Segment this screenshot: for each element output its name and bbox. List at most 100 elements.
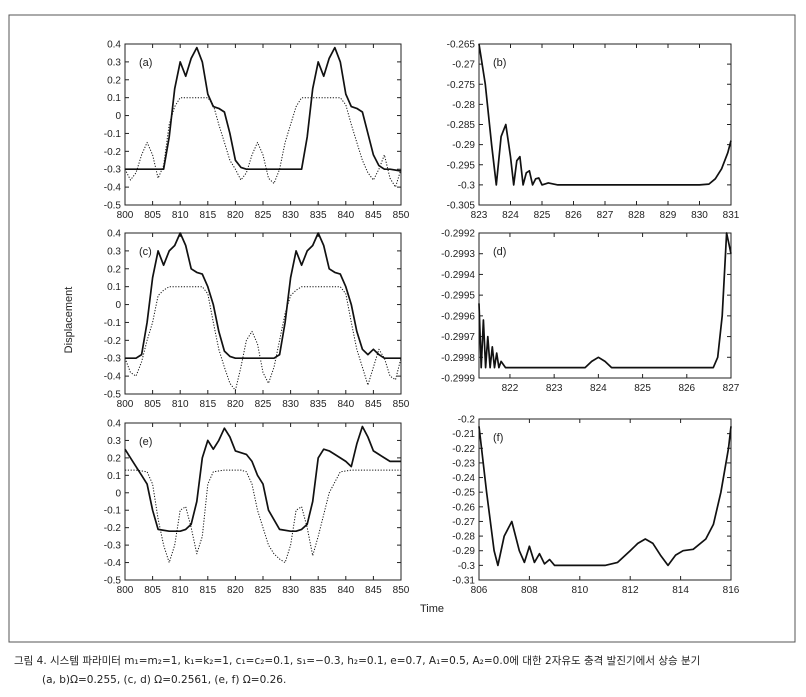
panel-e-ytick-label: 0.2 <box>107 453 121 464</box>
panel-e-grid-ticks: 800 805 810 815 820 825 830 835 840 845 850 0.4 0.3 0… <box>104 419 410 597</box>
panel-f-ytick-label: -0.29 <box>452 546 475 557</box>
panel-b-grid-ticks: 823 824 825 826 827 828 829 830 831 -0.265 -0.27 -0… <box>447 40 740 222</box>
panel-f-ytick-label: -0.28 <box>452 532 475 543</box>
panel-a-xtick-label: 840 <box>337 210 354 221</box>
panel-c-frame <box>124 232 402 395</box>
panel-b-ytick-label: -0.28 <box>452 100 475 111</box>
panel-a-xtick-label: 815 <box>199 210 216 221</box>
panel-a-xtick-label: 800 <box>117 210 134 221</box>
panel-a-xtick-label: 845 <box>365 210 382 221</box>
panel-e-ytick-label: 0 <box>115 488 121 499</box>
panel-f-ytick-label: -0.31 <box>452 576 475 587</box>
panel-d-xtick-label: 827 <box>723 383 740 394</box>
panel-e-ytick-label: -0.5 <box>104 576 122 587</box>
panel-c-ytick-label: 0.1 <box>107 282 121 293</box>
panel-b-series-solid-line <box>478 43 732 186</box>
panel-f-ytick-label: -0.23 <box>452 458 475 469</box>
panel-e-xtick-label: 810 <box>172 585 189 596</box>
panel-f-xtick-label: 814 <box>672 585 689 596</box>
panel-d-xtick-label: 822 <box>502 383 519 394</box>
panel-e-xtick-label: 845 <box>365 585 382 596</box>
panel-c: 800 805 810 815 820 825 830 835 840 845 850 0.4 0.3 0… <box>104 229 410 411</box>
panel-a-frame <box>124 43 402 206</box>
panel-c-ytick-label: 0.4 <box>107 229 121 240</box>
panel-c-xtick-label: 815 <box>199 399 216 410</box>
panel-a-ytick-label: 0.2 <box>107 75 121 86</box>
panel-c-xtick-label: 830 <box>282 399 299 410</box>
panel-a-ytick-label: 0.4 <box>107 40 121 51</box>
panel-d-frame <box>478 232 732 379</box>
panel-b-xtick-label: 830 <box>691 210 708 221</box>
panel-c-xtick-label: 820 <box>227 399 244 410</box>
panel-b-ytick-label: -0.305 <box>447 201 476 212</box>
panel-c-xtick-label: 850 <box>393 399 410 410</box>
panel-f-series-solid-line <box>478 426 732 567</box>
panel-c-xtick-label: 840 <box>337 399 354 410</box>
panel-b-xtick-label: 827 <box>597 210 614 221</box>
panel-c-ytick-label: -0.1 <box>104 318 122 329</box>
panel-b-xtick-label: 831 <box>723 210 740 221</box>
panel-a: 800 805 810 815 820 825 830 835 840 845 850 0.4 0.3 0… <box>104 40 410 222</box>
panel-a-xtick-label: 805 <box>144 210 161 221</box>
panel-e-xtick-label: 800 <box>117 585 134 596</box>
panel-b-ytick-label: -0.27 <box>452 60 475 71</box>
panel-f-ytick-label: -0.26 <box>452 502 475 513</box>
panel-f-xtick-label: 812 <box>622 585 639 596</box>
panel-a-ytick-label: -0.1 <box>104 129 122 140</box>
panel-f-ytick-label: -0.21 <box>452 429 475 440</box>
panel-e-xtick-label: 830 <box>282 585 299 596</box>
panel-c-xtick-label: 825 <box>255 399 272 410</box>
panel-b-ytick-label: -0.285 <box>447 120 476 131</box>
panel-c-ytick-label: -0.2 <box>104 336 122 347</box>
caption-line-2: (a, b)Ω=0.255, (c, d) Ω=0.2561, (e, f) Ω… <box>42 674 287 686</box>
panel-d: 822 823 824 825 826 827 -0.2992 -0.2993 -0.2994 -… <box>441 229 740 395</box>
panel-e-ytick-label: 0.3 <box>107 436 121 447</box>
panel-d-xtick-label: 824 <box>590 383 607 394</box>
panel-a-ytick-label: 0.1 <box>107 93 121 104</box>
panel-b-xtick-label: 824 <box>502 210 519 221</box>
panel-d-xtick-label: 823 <box>546 383 563 394</box>
panel-b-ytick-label: -0.295 <box>447 160 476 171</box>
panel-b: 823 824 825 826 827 828 829 830 831 -0.265 -0.27 -0… <box>447 40 740 222</box>
panel-f-ytick-label: -0.22 <box>452 444 475 455</box>
panel-d-ytick-label: -0.2998 <box>441 353 475 364</box>
panel-d-xtick-label: 826 <box>678 383 695 394</box>
panel-b-xtick-label: 828 <box>628 210 645 221</box>
panel-e-ytick-label: 0.4 <box>107 419 121 430</box>
caption-line-1: 그림 4. 시스템 파라미터 m₁=m₂=1, k₁=k₂=1, c₁=c₂=0… <box>14 655 701 667</box>
panel-a-series-dotted-line <box>124 97 402 188</box>
panel-d-series-solid-line <box>478 232 732 369</box>
panel-e: 800 805 810 815 820 825 830 835 840 845 850 0.4 0.3 0… <box>104 419 410 597</box>
panel-c-label: (c) <box>139 246 152 258</box>
panel-a-grid-ticks: 800 805 810 815 820 825 830 835 840 845 850 0.4 0.3 0… <box>104 40 410 222</box>
panel-c-ytick-label: -0.5 <box>104 390 122 401</box>
panel-d-label: (d) <box>493 246 506 258</box>
panel-a-ytick-label: -0.4 <box>104 183 122 194</box>
panel-b-frame <box>478 43 732 206</box>
panel-d-ytick-label: -0.2996 <box>441 311 475 322</box>
panel-c-xtick-label: 845 <box>365 399 382 410</box>
panel-f-ytick-label: -0.27 <box>452 517 475 528</box>
figure-frame <box>8 14 796 643</box>
panel-d-ytick-label: -0.2997 <box>441 332 475 343</box>
panel-c-ytick-label: 0.2 <box>107 264 121 275</box>
panel-c-ytick-label: -0.4 <box>104 372 122 383</box>
panel-b-xtick-label: 823 <box>471 210 488 221</box>
panel-c-xtick-label: 835 <box>310 399 327 410</box>
panel-a-xtick-label: 850 <box>393 210 410 221</box>
panel-d-ytick-label: -0.2999 <box>441 374 475 385</box>
panel-b-ytick-label: -0.275 <box>447 80 476 91</box>
panel-e-ytick-label: -0.2 <box>104 523 122 534</box>
panel-a-label: (a) <box>139 57 152 69</box>
panel-e-ytick-label: -0.1 <box>104 506 122 517</box>
panel-f-xtick-label: 816 <box>723 585 740 596</box>
panel-a-xtick-label: 825 <box>255 210 272 221</box>
panel-c-series-solid-line <box>125 232 401 360</box>
panel-c-ytick-label: 0.3 <box>107 246 121 257</box>
panel-d-ytick-label: -0.2994 <box>441 270 475 281</box>
panel-c-ytick-label: -0.3 <box>104 354 122 365</box>
panel-b-ytick-label: -0.265 <box>447 40 476 51</box>
panel-a-ytick-label: 0 <box>115 111 121 122</box>
panel-c-xtick-label: 800 <box>117 399 134 410</box>
